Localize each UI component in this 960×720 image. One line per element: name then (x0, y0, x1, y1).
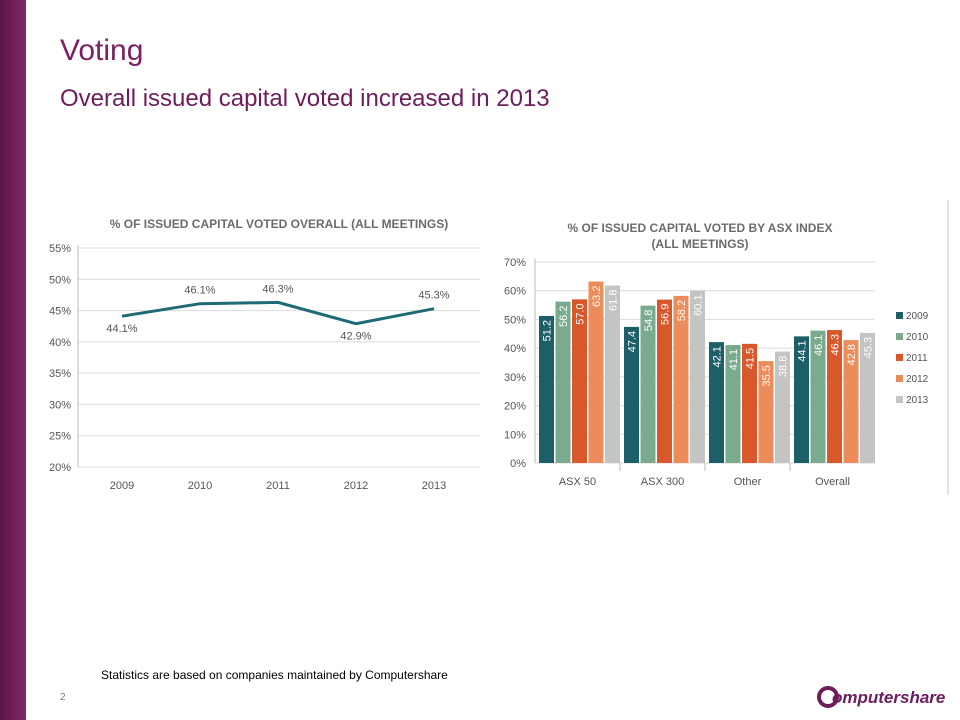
bar-x-tick: Overall (815, 476, 850, 488)
line-chart: % OF ISSUED CAPITAL VOTED OVERALL (ALL M… (49, 217, 480, 492)
legend-label-2010: 2010 (906, 332, 929, 343)
bar-data-label: 56.2 (558, 306, 570, 327)
legend-swatch-2011 (896, 354, 903, 361)
bar-data-label: 57.0 (575, 303, 587, 324)
line-y-tick: 35% (49, 368, 71, 380)
bar-data-label: 42.8 (846, 344, 858, 365)
line-x-tick: 2009 (110, 480, 134, 492)
right-divider (947, 200, 949, 495)
line-y-tick: 40% (49, 337, 71, 349)
legend-swatch-2009 (896, 312, 903, 319)
bar-2012 (588, 281, 604, 463)
page-subtitle: Overall issued capital voted increased i… (60, 85, 550, 112)
bar-2012 (843, 340, 859, 463)
bar-2013 (860, 332, 875, 463)
line-y-tick: 55% (49, 243, 71, 255)
bar-data-label: 51.2 (542, 320, 554, 341)
bar-chart-title-line1: % OF ISSUED CAPITAL VOTED BY ASX INDEX (568, 221, 833, 235)
line-series (121, 300, 435, 326)
bar-data-label: 41.1 (728, 349, 740, 370)
line-data-label: 45.3% (418, 290, 449, 302)
computershare-logo: omputershare (817, 686, 945, 708)
bar-x-tick: ASX 50 (559, 476, 596, 488)
legend-label-2011: 2011 (906, 353, 928, 364)
legend-swatch-2012 (896, 375, 903, 382)
line-x-tick: 2013 (422, 480, 446, 492)
page-number: 2 (60, 692, 66, 703)
line-data-label: 44.1% (106, 323, 137, 335)
legend-swatch-2010 (896, 333, 903, 340)
bar-2012 (673, 295, 689, 463)
line-data-label: 46.3% (262, 283, 293, 295)
legend-swatch-2013 (896, 396, 903, 403)
bar-data-label: 41.5 (745, 348, 757, 369)
left-accent-bar (0, 0, 26, 720)
bar-data-label: 35.5 (761, 365, 773, 386)
bar-data-label: 44.1 (797, 340, 809, 361)
line-x-tick: 2010 (188, 480, 212, 492)
bar-2011 (827, 330, 842, 463)
bar-data-label: 38.8 (778, 356, 790, 377)
bar-y-tick: 70% (504, 257, 526, 269)
legend-label-2013: 2013 (906, 395, 929, 406)
bar-2009 (624, 326, 639, 463)
bar-y-tick: 40% (504, 343, 526, 355)
legend-label-2009: 2009 (906, 311, 929, 322)
line-chart-title: % OF ISSUED CAPITAL VOTED OVERALL (ALL M… (110, 217, 448, 231)
footnote: Statistics are based on companies mainta… (101, 668, 448, 682)
bar-data-label: 42.1 (712, 346, 724, 367)
line-y-tick: 30% (49, 399, 71, 411)
bar-data-label: 63.2 (591, 286, 603, 307)
bar-2009 (539, 315, 554, 463)
bar-y-tick: 10% (504, 429, 526, 441)
bar-data-label: 58.2 (676, 300, 688, 321)
line-y-tick: 25% (49, 431, 71, 443)
line-data-label: 46.1% (184, 285, 215, 297)
line-y-tick: 45% (49, 306, 71, 318)
bar-data-label: 54.8 (643, 310, 655, 331)
bar-y-tick: 50% (504, 314, 526, 326)
bar-2011 (657, 299, 672, 463)
bar-chart-title-line2: (ALL MEETINGS) (651, 237, 748, 251)
bar-2013 (775, 351, 790, 463)
bar-2013 (690, 290, 705, 463)
bar-data-label: 46.3 (830, 334, 842, 355)
line-data-label: 42.9% (340, 331, 371, 343)
bar-2012 (758, 361, 774, 463)
bar-2010 (640, 305, 656, 463)
line-x-tick: 2011 (266, 480, 290, 492)
bar-data-label: 47.4 (627, 331, 639, 352)
bar-2009 (709, 342, 724, 463)
line-y-tick: 50% (49, 274, 71, 286)
page-title: Voting (60, 34, 144, 67)
line-y-tick: 20% (49, 462, 71, 474)
bar-y-tick: 20% (504, 401, 526, 413)
legend-label-2012: 2012 (906, 374, 929, 385)
bar-data-label: 61.8 (608, 290, 620, 311)
bar-chart: % OF ISSUED CAPITAL VOTED BY ASX INDEX (… (504, 221, 929, 488)
bar-2011 (572, 299, 587, 463)
bar-y-tick: 0% (510, 458, 526, 470)
bar-data-label: 46.1 (813, 335, 825, 356)
bar-y-tick: 60% (504, 286, 526, 298)
line-x-tick: 2012 (344, 480, 368, 492)
bar-y-tick: 30% (504, 372, 526, 384)
bar-2011 (742, 343, 757, 463)
bar-data-label: 60.1 (693, 294, 705, 315)
bar-x-tick: ASX 300 (641, 476, 684, 488)
bar-2010 (725, 344, 741, 463)
bar-2013 (605, 285, 620, 463)
bar-x-tick: Other (734, 476, 762, 488)
bar-2010 (555, 301, 571, 463)
svg-text:omputershare: omputershare (832, 688, 945, 707)
bar-2010 (810, 330, 826, 463)
bar-data-label: 56.9 (660, 304, 672, 325)
bar-data-label: 45.3 (863, 337, 875, 358)
bar-2009 (794, 336, 809, 463)
